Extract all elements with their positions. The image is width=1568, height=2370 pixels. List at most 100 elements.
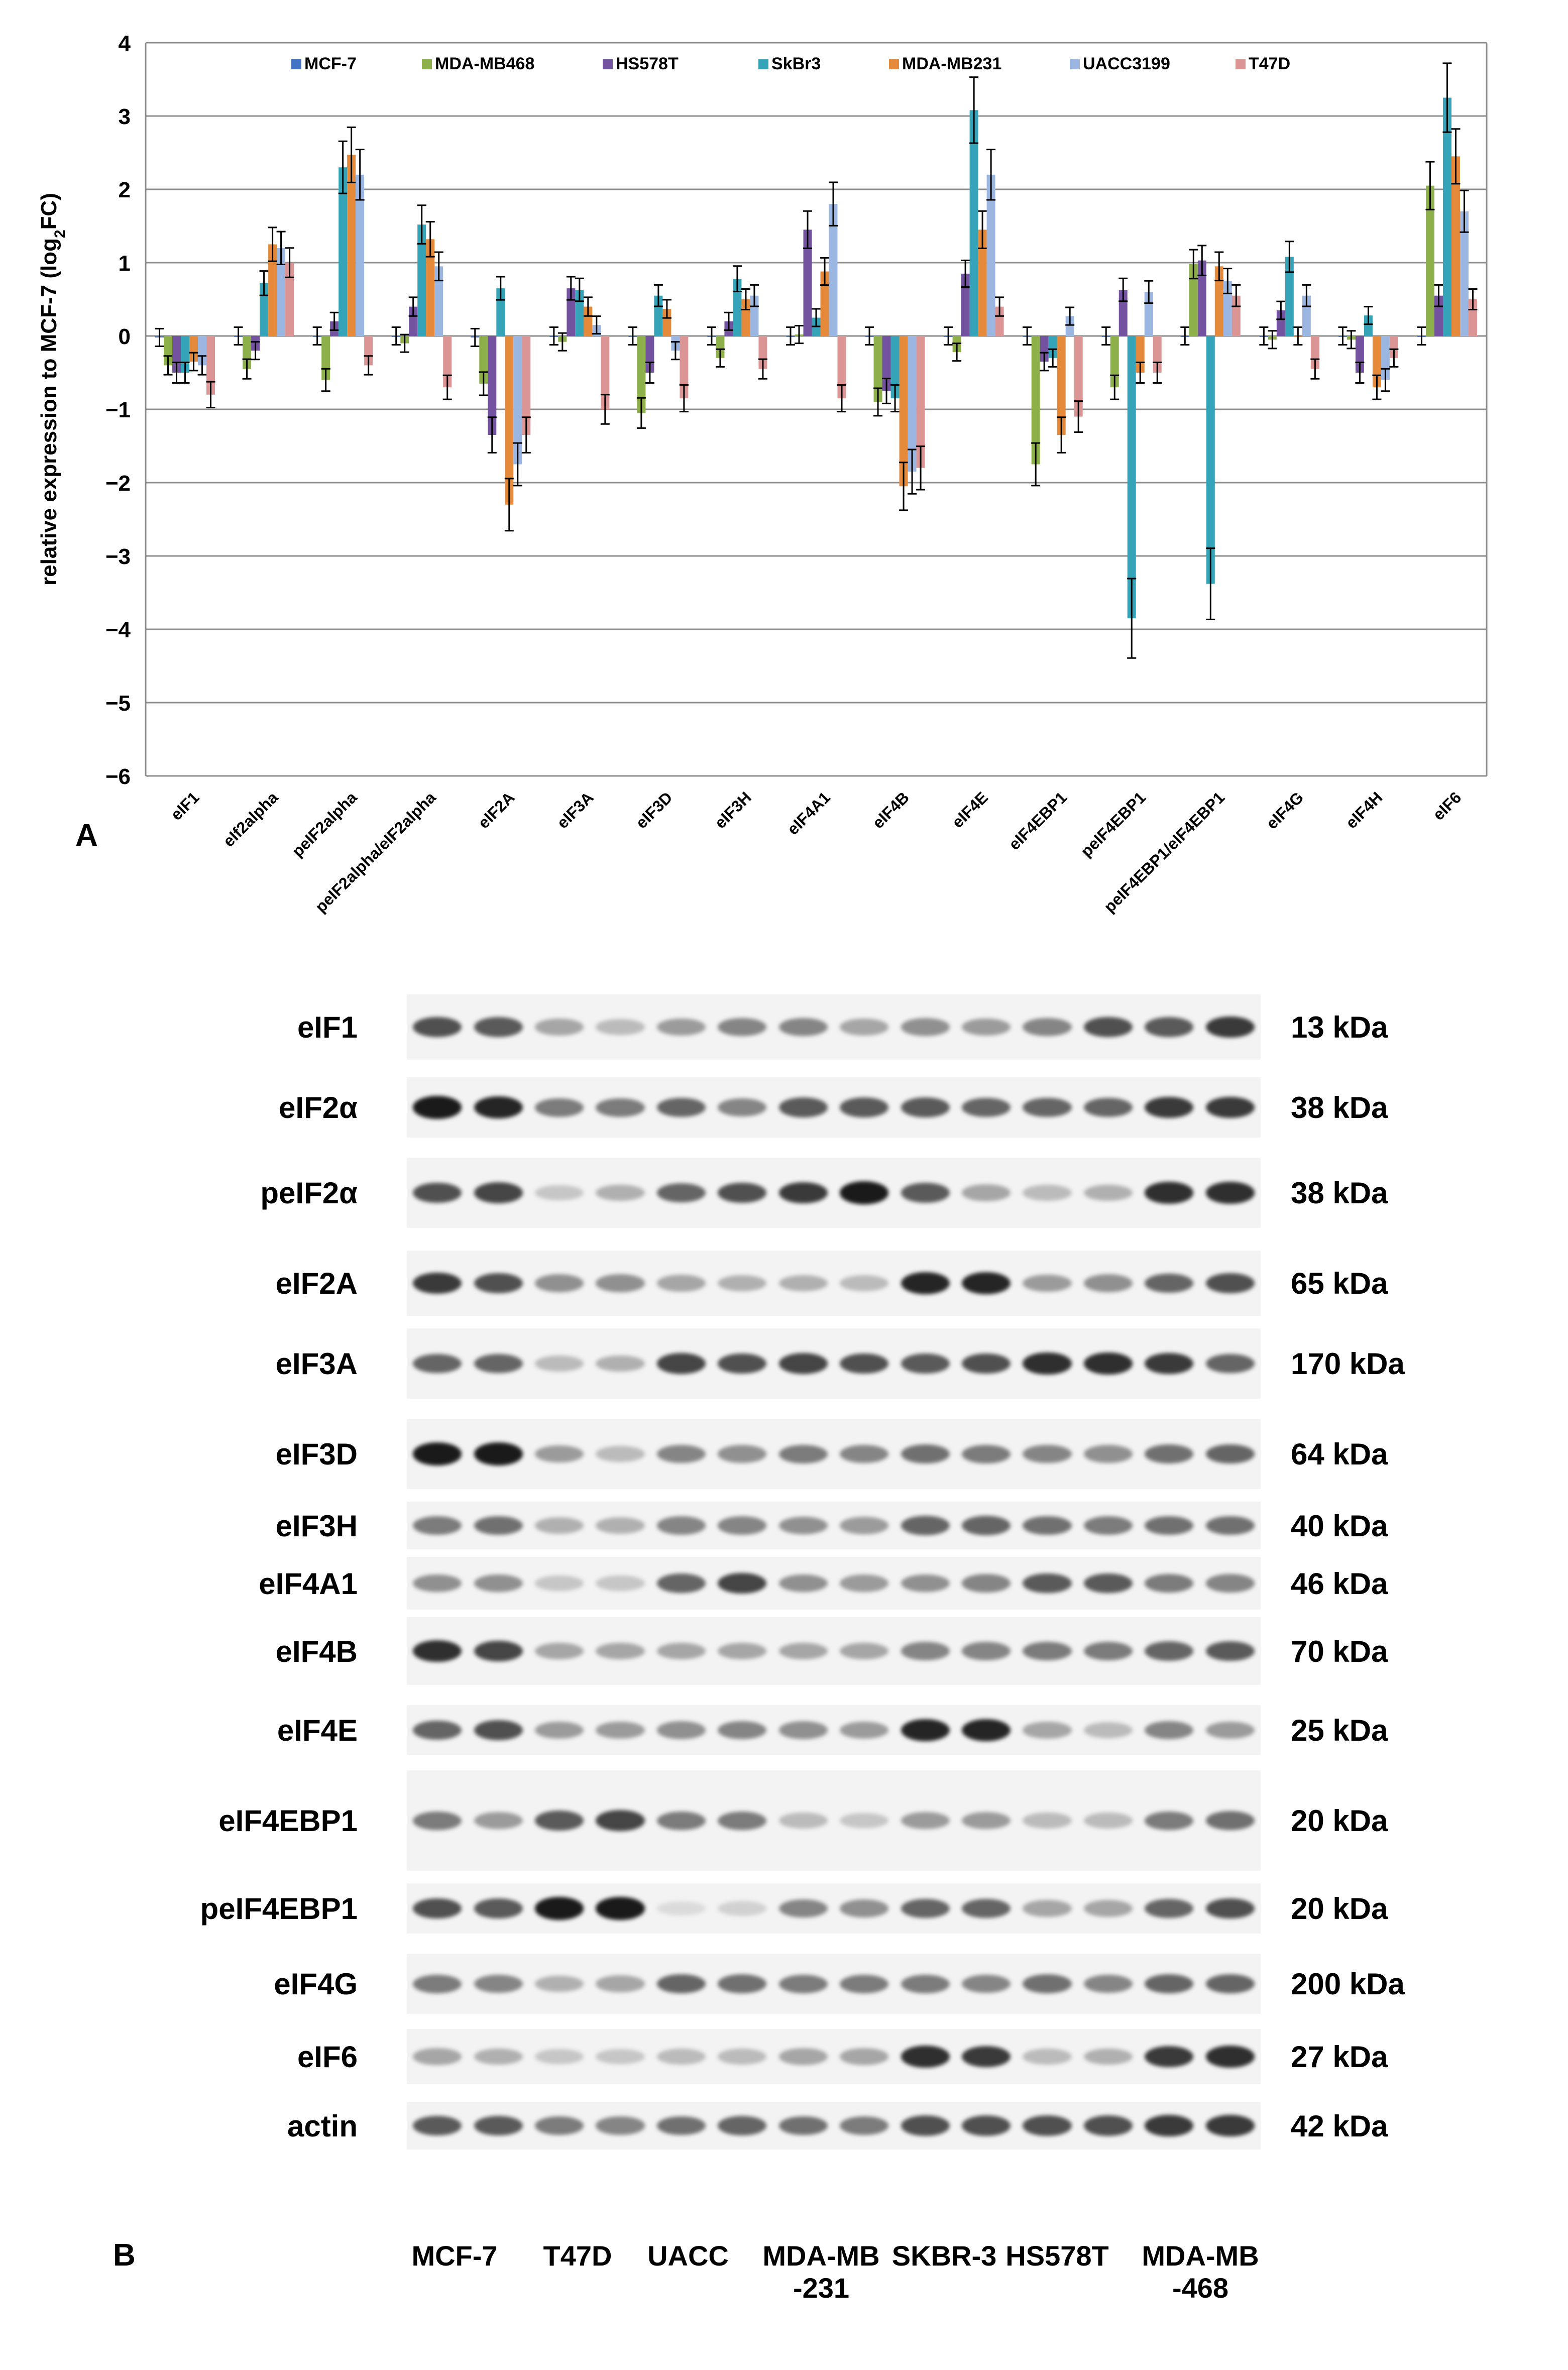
blot-band (1083, 1445, 1133, 1463)
blot-band (656, 1183, 706, 1203)
blot-band (1205, 1096, 1255, 1118)
blot-band (840, 2048, 889, 2065)
blot-kda-label: 200 kDa (1291, 1967, 1405, 2001)
legend-label: MCF-7 (304, 54, 357, 73)
blot-kda-label: 170 kDa (1291, 1347, 1405, 1381)
blot-band (718, 1974, 767, 1993)
blot-kda-label: 38 kDa (1291, 1091, 1388, 1124)
bar (969, 110, 978, 336)
bar (164, 336, 173, 366)
legend-swatch (1070, 59, 1080, 69)
blot-band (840, 2116, 889, 2135)
blot-band (656, 1444, 706, 1463)
blot-band (1205, 1898, 1255, 1919)
blot-band (596, 1184, 645, 1201)
blot-strip (407, 994, 1261, 1060)
blot-band (1145, 1444, 1194, 1463)
blot-band (474, 1516, 523, 1535)
blot-protein-label: eIF2α (279, 1091, 358, 1124)
x-tick-label: eIF6 (1429, 788, 1465, 824)
blot-band (962, 1719, 1011, 1742)
blot-kda-label: 64 kDa (1291, 1437, 1388, 1471)
blot-band (718, 1098, 767, 1117)
blot-protein-label: eIF2A (275, 1267, 358, 1300)
bar (285, 263, 294, 336)
blot-strip (407, 1419, 1261, 1489)
bar (1127, 336, 1136, 619)
blot-band (778, 1642, 828, 1660)
blot-band (474, 1096, 523, 1119)
blot-band (962, 1516, 1011, 1535)
blot-band (1023, 1185, 1072, 1201)
blot-kda-label: 13 kDa (1291, 1010, 1388, 1044)
blot-band (596, 1355, 645, 1372)
legend-swatch (422, 59, 432, 69)
blot-band (656, 2116, 706, 2135)
blot-band (901, 1574, 950, 1593)
blot-band (1205, 1721, 1255, 1739)
blot-band (413, 1272, 462, 1294)
blot-band (778, 1182, 828, 1204)
blot-band (535, 1019, 584, 1036)
legend-label: UACC3199 (1083, 54, 1170, 73)
blot-kda-label: 46 kDa (1291, 1566, 1388, 1601)
bar (417, 224, 426, 336)
blot-band (535, 2049, 584, 2065)
blot-kda-label: 40 kDa (1291, 1509, 1388, 1543)
bar (172, 336, 181, 373)
blot-band (1145, 2115, 1194, 2136)
bar (206, 336, 215, 395)
bar (277, 248, 286, 336)
blot-band (596, 1446, 645, 1462)
blot-band (901, 1898, 950, 1918)
blot-band (474, 1812, 523, 1830)
blot-band (596, 1642, 645, 1660)
blot-band (596, 1098, 645, 1117)
blot-band (535, 1274, 584, 1292)
blot-band (840, 1721, 889, 1739)
blot-protein-label: peIF2α (260, 1176, 358, 1210)
blot-band (840, 1899, 889, 1917)
blot-band (718, 1445, 767, 1463)
blot-band (656, 1353, 706, 1374)
blot-band (901, 1812, 950, 1830)
blot-band (535, 1445, 584, 1463)
blot-band (840, 1097, 889, 1117)
blot-band (1145, 1721, 1194, 1740)
blot-strip (407, 1954, 1261, 2014)
bar (181, 336, 190, 373)
cell-line-label: HS578T (1005, 2240, 1109, 2272)
blot-band (596, 1517, 645, 1534)
blot-band (962, 2046, 1011, 2068)
blot-band (656, 1811, 706, 1830)
bar (899, 336, 908, 487)
blot-band (1083, 1722, 1133, 1738)
bar (1057, 336, 1066, 435)
blot-band (596, 1721, 645, 1739)
blot-band (718, 1275, 767, 1292)
blot-band (1023, 1352, 1072, 1375)
blot-protein-label: eIF6 (297, 2040, 358, 2074)
blot-band (840, 1353, 889, 1374)
blot-strip (407, 1883, 1261, 1934)
blot-band (413, 1640, 462, 1662)
blot-band (840, 1444, 889, 1463)
western-blot-panel: eIF1 13 kDa eIF2α 38 kDa peIF2α 38 kDa eIF2A 65… (0, 954, 1568, 2370)
legend-swatch (291, 59, 301, 69)
y-tick-label: −1 (105, 398, 131, 422)
blot-protein-label: eIF4E (277, 1714, 358, 1747)
blot-protein-label: eIF4B (275, 1634, 358, 1668)
bar (995, 306, 1004, 336)
blot-band (778, 1097, 828, 1117)
blot-band (474, 1640, 523, 1662)
y-tick-label: −3 (105, 544, 131, 569)
blot-band (1023, 2115, 1072, 2136)
blot-band (1023, 1722, 1072, 1739)
blot-band (596, 1274, 645, 1292)
bar (356, 174, 365, 336)
legend-swatch (758, 59, 768, 69)
blot-band (656, 1642, 706, 1660)
blot-band (962, 2115, 1011, 2136)
blot-band (535, 1975, 584, 1992)
blot-band (1145, 2046, 1194, 2068)
